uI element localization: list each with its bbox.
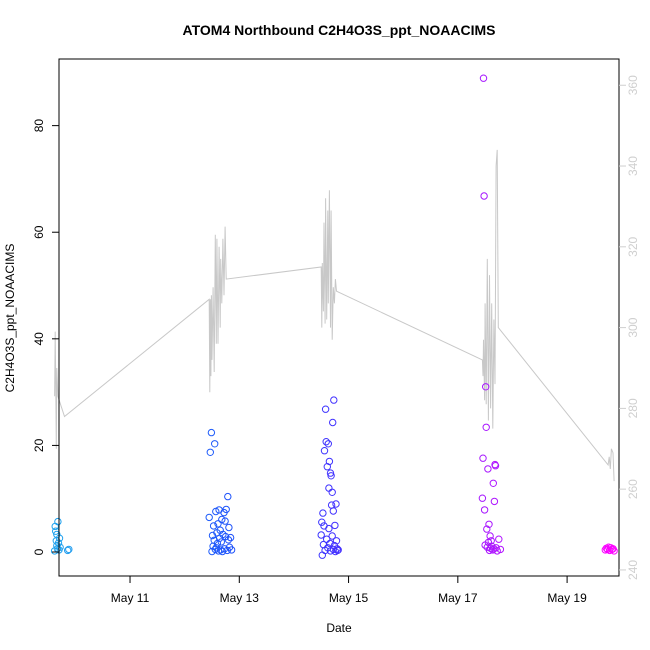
- data-point: [479, 74, 488, 82]
- y2-tick-label: 260: [626, 479, 640, 499]
- data-point: [326, 539, 334, 548]
- data-point: [330, 396, 338, 404]
- data-point: [326, 469, 335, 477]
- data-point: [332, 500, 340, 508]
- data-point: [224, 492, 232, 501]
- data-point: [325, 484, 333, 492]
- y-tick-label: 20: [32, 438, 46, 452]
- x-tick-label: May 13: [220, 591, 260, 605]
- data-point: [65, 545, 73, 554]
- data-point: [227, 546, 236, 554]
- right-axis-line-series: [54, 149, 615, 482]
- data-point: [482, 423, 490, 431]
- data-point: [221, 517, 229, 525]
- data-point: [328, 532, 336, 540]
- data-point: [334, 546, 342, 554]
- data-point: [332, 537, 341, 545]
- data-point: [214, 520, 222, 528]
- data-point: [329, 418, 337, 427]
- data-point: [226, 533, 235, 542]
- data-point: [479, 454, 487, 462]
- plot-frame: [58, 58, 620, 577]
- y2-tick-label: 360: [626, 75, 640, 95]
- data-point: [491, 462, 500, 470]
- data-point: [325, 524, 333, 533]
- data-point: [329, 507, 337, 515]
- data-point: [206, 448, 215, 456]
- data-point: [483, 525, 491, 533]
- data-point: [322, 438, 330, 446]
- x-tick-label: May 11: [111, 591, 150, 605]
- data-point: [484, 465, 492, 473]
- data-point: [486, 532, 494, 540]
- data-point: [224, 536, 233, 544]
- data-point: [211, 440, 219, 448]
- x-axis: May 11 May 13 May 15 May 17 May 19: [111, 576, 587, 605]
- data-point: [324, 440, 332, 448]
- data-point: [56, 543, 64, 551]
- y-tick-label: 40: [32, 332, 46, 346]
- data-point: [610, 547, 618, 555]
- data-point: [478, 494, 487, 502]
- data-point: [489, 479, 497, 487]
- data-point: [318, 551, 326, 559]
- data-point: [317, 531, 325, 539]
- y2-tick-label: 340: [626, 156, 640, 176]
- y-tick-label: 80: [32, 119, 46, 133]
- data-point: [207, 428, 216, 437]
- y-axis-left: 0 20 40 60 80: [32, 119, 59, 555]
- data-point: [329, 545, 337, 554]
- x-tick-label: May 19: [547, 591, 587, 605]
- data-point: [325, 457, 334, 466]
- data-point: [54, 517, 62, 526]
- data-point: [205, 513, 213, 522]
- data-point: [331, 521, 339, 530]
- y-axis-right: 240 260 280 300 320 340 360: [619, 75, 640, 580]
- data-point: [209, 522, 218, 530]
- data-point: [225, 523, 233, 532]
- y-tick-label: 60: [32, 225, 46, 239]
- data-point: [480, 506, 489, 514]
- series-line-right: [54, 149, 615, 482]
- data-point: [480, 192, 488, 200]
- data-point: [217, 538, 226, 546]
- chart-title: ATOM4 Northbound C2H4O3S_ppt_NOAACIMS: [183, 22, 496, 38]
- y2-tick-label: 280: [626, 398, 640, 418]
- data-point: [487, 537, 495, 545]
- data-point: [490, 497, 499, 506]
- data-point: [222, 505, 230, 514]
- data-point: [64, 546, 72, 555]
- y-axis-label: C2H4O3S_ppt_NOAACIMS: [3, 244, 17, 393]
- data-point: [320, 522, 328, 530]
- x-tick-label: May 15: [329, 591, 369, 605]
- data-point: [496, 545, 505, 554]
- x-axis-label: Date: [326, 621, 352, 635]
- y-tick-label: 0: [32, 548, 46, 555]
- y2-tick-label: 240: [626, 560, 640, 580]
- data-point: [495, 535, 503, 543]
- data-point: [485, 520, 493, 528]
- y2-tick-label: 320: [626, 236, 640, 256]
- data-point: [482, 383, 490, 391]
- data-point: [328, 488, 336, 496]
- y2-tick-label: 300: [626, 317, 640, 337]
- data-point: [320, 447, 329, 455]
- data-point: [492, 544, 500, 552]
- scatter-points: [50, 74, 618, 559]
- data-point: [318, 518, 326, 526]
- data-point: [321, 405, 330, 413]
- x-tick-label: May 17: [438, 591, 478, 605]
- data-point: [327, 472, 335, 480]
- data-point: [319, 509, 327, 517]
